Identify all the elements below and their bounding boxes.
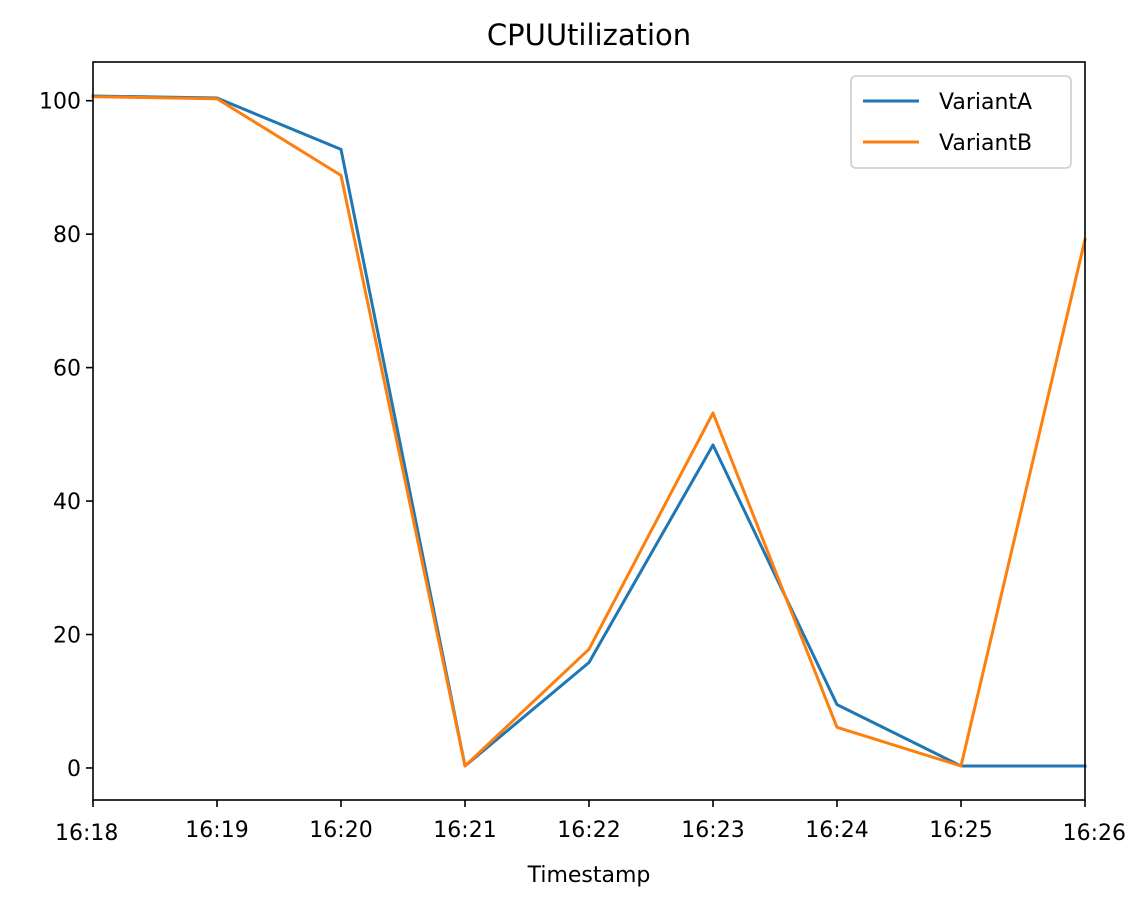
- x-tick-label: 16:19: [185, 818, 248, 843]
- y-tick-label: 40: [53, 490, 81, 515]
- chart-title: CPUUtilization: [487, 18, 691, 52]
- x-tick-label: 16:18: [55, 821, 118, 846]
- y-tick-label: 20: [53, 624, 81, 649]
- x-tick-label: 16:23: [681, 818, 744, 843]
- x-axis: 16:18 16:19 16:20 16:21 16:22 16:23 16:24 16:25…: [55, 800, 1126, 846]
- x-tick-label: 16:20: [309, 818, 372, 843]
- y-tick-label: 60: [53, 357, 81, 382]
- legend-box: [850, 75, 1072, 169]
- x-axis-label: Timestamp: [527, 863, 651, 888]
- legend-label-varianta: VariantA: [939, 90, 1032, 115]
- y-axis: 0 20 40 60 80 100: [39, 90, 93, 782]
- legend-label-variantb: VariantB: [939, 131, 1032, 156]
- series-layer: [91, 94, 1087, 768]
- x-tick-label: 16:21: [433, 818, 496, 843]
- series-line-variantb: [91, 95, 1087, 768]
- y-tick-label: 100: [39, 90, 81, 115]
- y-tick-label: 0: [67, 757, 81, 782]
- x-tick-label: 16:25: [929, 818, 992, 843]
- legend: VariantA VariantB: [850, 75, 1072, 169]
- series-line-varianta: [91, 94, 1087, 768]
- y-tick-label: 80: [53, 223, 81, 248]
- x-tick-label: 16:26: [1063, 821, 1126, 846]
- x-tick-label: 16:22: [557, 818, 620, 843]
- x-tick-label: 16:24: [805, 818, 868, 843]
